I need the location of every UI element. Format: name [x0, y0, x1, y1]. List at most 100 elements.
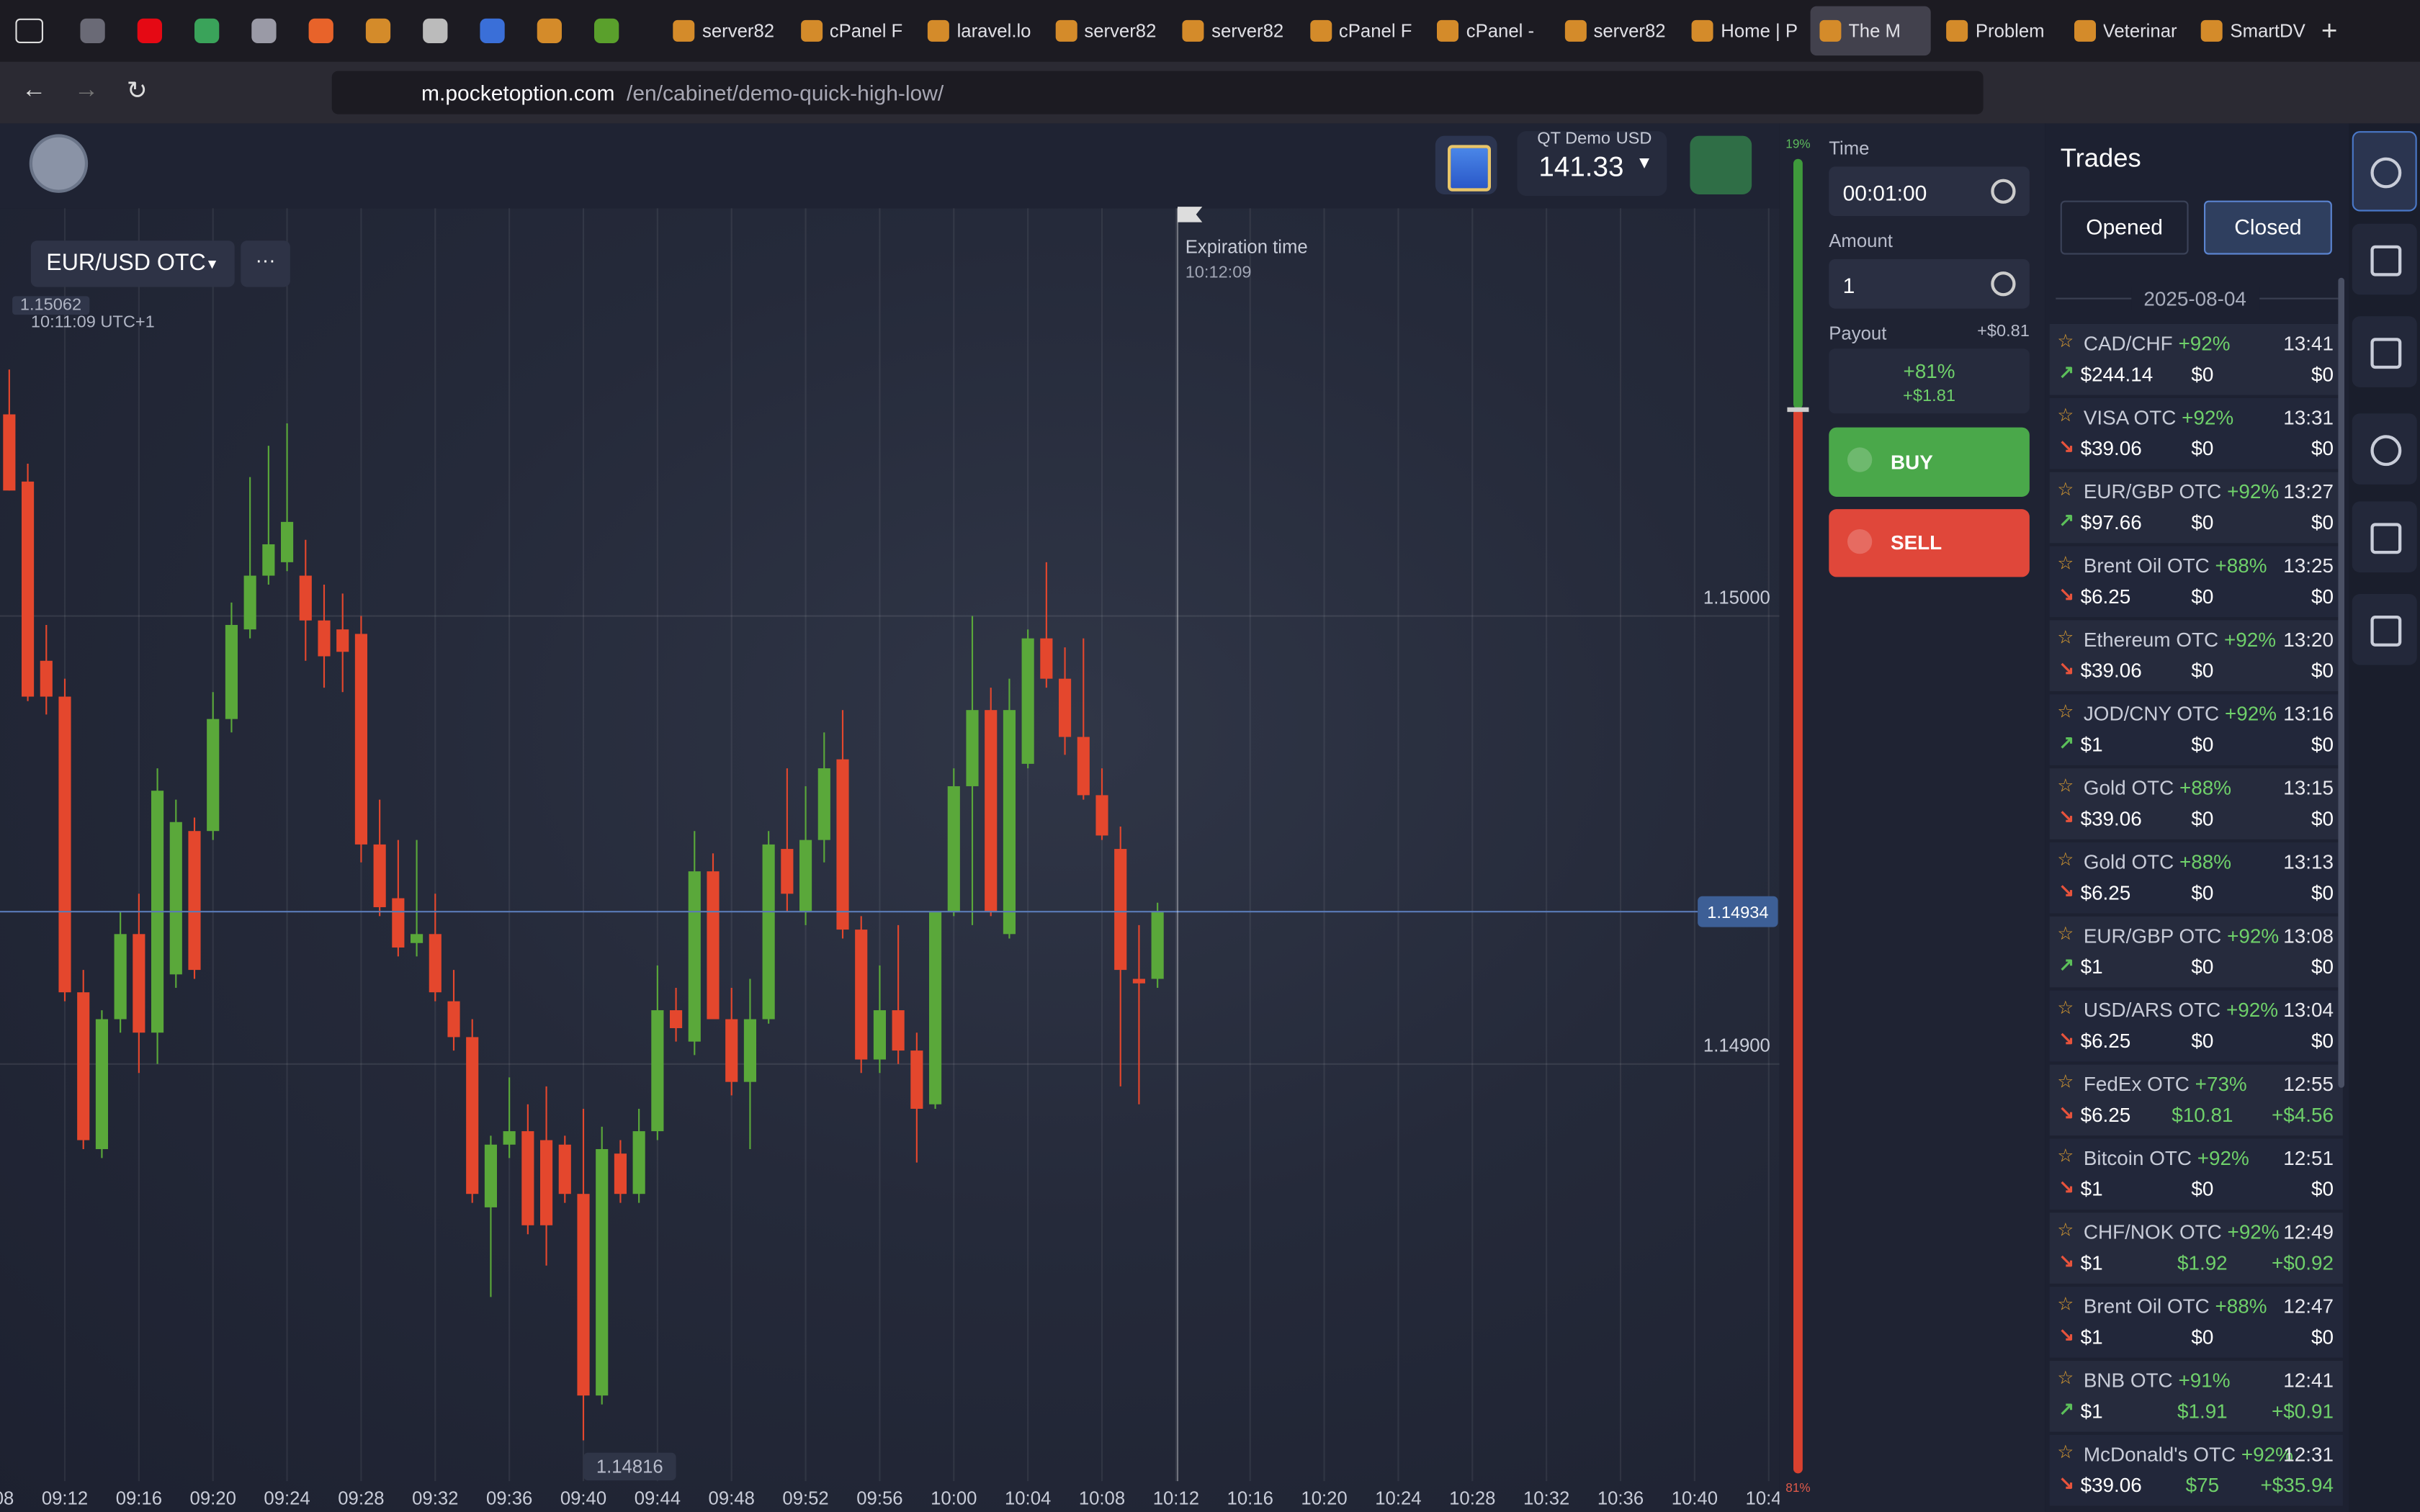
sidebar-button[interactable] [2352, 594, 2417, 665]
browser-tab[interactable]: server82 [1173, 6, 1294, 56]
trade-row[interactable]: ☆ FedEx OTC +73% 12:55 ↘ $6.25 $10.81 +$4.56 [2049, 1064, 2343, 1136]
asset-payout-percent: +92% [2227, 1220, 2280, 1244]
tab-icon [673, 19, 695, 42]
direction-icon: ↘ [2058, 657, 2075, 679]
trade-row[interactable]: ☆ Gold OTC +88% 13:13 ↘ $6.25 $0 $0 [2049, 842, 2343, 914]
trade-row[interactable]: ☆ Ethereum OTC +92% 13:20 ↘ $39.06 $0 $0 [2049, 620, 2343, 691]
favorite-star: ☆ [2057, 330, 2074, 352]
trade-time: 12:49 [2283, 1220, 2334, 1244]
reload-button[interactable]: ↻ [126, 78, 148, 105]
new-tab-button[interactable]: + [2321, 15, 2338, 47]
tab-icon [1819, 19, 1841, 42]
trades-tab[interactable]: Opened [2060, 200, 2189, 255]
trade-profit: +$0.92 [2272, 1251, 2334, 1274]
favorite-star: ☆ [2057, 1218, 2074, 1241]
trade-row[interactable]: ☆ USD/ARS OTC +92% 13:04 ↘ $6.25 $0 $0 [2049, 990, 2343, 1062]
browser-tab[interactable]: cPanel - [1428, 6, 1548, 56]
trade-time: 13:25 [2283, 554, 2334, 577]
sidebar-icon [2370, 338, 2402, 369]
balance-box[interactable] [1517, 131, 1667, 197]
asset-payout-percent: +73% [2195, 1072, 2247, 1096]
browser-tab[interactable]: cPanel F [791, 6, 911, 56]
trade-amount: $1 [2080, 732, 2103, 756]
asset-name: Brent Oil OTC [2083, 1294, 2210, 1318]
trade-row[interactable]: ☆ Gold OTC +88% 13:15 ↘ $39.06 $0 $0 [2049, 768, 2343, 840]
candle-body [262, 544, 275, 576]
browser-tab[interactable]: server82 [1046, 6, 1166, 56]
asset-name: Ethereum OTC [2083, 628, 2219, 652]
x-tick-label: 10:24 [1375, 1488, 1421, 1508]
x-tick-label: 09:40 [560, 1488, 606, 1508]
tab-icon [1564, 19, 1586, 42]
trade-row[interactable]: ☆ BNB OTC +91% 12:41 ↗ $1 $1.91 +$0.91 [2049, 1361, 2343, 1432]
sidebar-button[interactable] [2352, 316, 2417, 387]
candle-body [1077, 737, 1090, 796]
favorite-star: ☆ [2057, 1441, 2074, 1463]
tab-icon [1309, 19, 1332, 42]
trade-time: 12:41 [2283, 1368, 2334, 1392]
trade-row[interactable]: ☆ McDonald's OTC +92% 12:31 ↘ $39.06 $75 +$35.… [2049, 1434, 2343, 1506]
sell-button[interactable]: SELL [1829, 509, 2030, 577]
candle-body [799, 840, 812, 912]
chart-menu-button[interactable]: ··· [241, 240, 290, 287]
balance-dropdown: ▼ [1636, 154, 1653, 173]
asset-name: USD/ARS OTC [2083, 998, 2221, 1022]
forward-button[interactable]: → [73, 77, 99, 104]
trade-asset: EUR/GBP OTC +92% [2084, 480, 2279, 503]
trade-payout: $0 [2191, 881, 2214, 904]
balance: 141.33 [1538, 151, 1624, 182]
browser-tab[interactable]: laravel.lo [918, 6, 1039, 56]
asset-name: BNB OTC [2083, 1368, 2173, 1392]
browser-tab[interactable]: Veterinar [2064, 6, 2184, 56]
amount-label: Amount [1829, 230, 1893, 252]
x-tick-label: 09:12 [42, 1488, 88, 1508]
trades-tab[interactable]: Closed [2204, 200, 2332, 255]
browser-tab[interactable]: Problem [1937, 6, 2057, 56]
trade-amount: $244.14 [2080, 362, 2154, 386]
browser-tab[interactable]: The M [1809, 6, 1930, 56]
asset-name: CHF/NOK OTC [2083, 1220, 2222, 1244]
sidebar-button[interactable] [2352, 501, 2417, 572]
expiration-flag [1178, 207, 1203, 222]
avatar[interactable] [29, 134, 89, 193]
trade-time: 13:20 [2283, 628, 2334, 652]
trade-asset: FedEx OTC +73% [2084, 1072, 2247, 1095]
trade-row[interactable]: ☆ CHF/NOK OTC +92% 12:49 ↘ $1 $1.92 +$0.92 [2049, 1212, 2343, 1284]
browser-tab[interactable]: server82 [663, 6, 784, 56]
sidebar-button[interactable] [2352, 223, 2417, 295]
asset-name: Gold OTC [2083, 775, 2174, 799]
wallet-button[interactable] [1690, 135, 1752, 194]
tab-icon [2200, 19, 2223, 42]
trade-row[interactable]: ☆ Brent Oil OTC +88% 12:47 ↘ $1 $0 $0 [2049, 1287, 2343, 1358]
trade-payout: $0 [2191, 955, 2214, 978]
trade-row[interactable]: ☆ EUR/GBP OTC +92% 13:27 ↗ $97.66 $0 $0 [2049, 472, 2343, 544]
trade-row[interactable]: ☆ JOD/CNY OTC +92% 13:16 ↗ $1 $0 $0 [2049, 694, 2343, 765]
trade-payout: $1.92 [2177, 1251, 2228, 1274]
tab-list-button[interactable] [15, 18, 43, 43]
favorite-star: ☆ [2057, 1145, 2074, 1166]
trade-row[interactable]: ☆ VISA OTC +92% 13:31 ↘ $39.06 $0 $0 [2049, 397, 2343, 469]
candle-body [540, 1140, 553, 1225]
tab-icon [800, 19, 823, 42]
browser-tab[interactable]: SmartDV [2192, 6, 2312, 56]
asset-selector[interactable] [30, 240, 235, 287]
browser-tab[interactable]: server82 [1555, 6, 1675, 56]
browser-tab[interactable]: Home | P [1682, 6, 1803, 56]
x-tick-label: 09:48 [709, 1488, 755, 1508]
favicon [537, 18, 562, 43]
buy-label: BUY [1891, 450, 1933, 474]
candle-body [207, 719, 220, 832]
url-field[interactable] [331, 71, 1984, 114]
tab-title: Problem [1975, 19, 2045, 42]
trade-row[interactable]: ☆ Bitcoin OTC +92% 12:51 ↘ $1 $0 $0 [2049, 1138, 2343, 1210]
candle-body [892, 1010, 905, 1051]
trade-time: 12:51 [2283, 1146, 2334, 1170]
back-button[interactable]: ← [22, 77, 47, 104]
favorite-star: ☆ [2057, 848, 2074, 870]
buy-button[interactable]: BUY [1829, 427, 2030, 497]
trade-row[interactable]: ☆ CAD/CHF +92% 13:41 ↗ $244.14 $0 $0 [2049, 324, 2343, 395]
direction-icon: ↘ [2058, 805, 2075, 827]
trade-row[interactable]: ☆ EUR/GBP OTC +92% 13:08 ↗ $1 $0 $0 [2049, 916, 2343, 988]
trade-row[interactable]: ☆ Brent Oil OTC +88% 13:25 ↘ $6.25 $0 $0 [2049, 546, 2343, 618]
browser-tab[interactable]: cPanel F [1300, 6, 1420, 56]
